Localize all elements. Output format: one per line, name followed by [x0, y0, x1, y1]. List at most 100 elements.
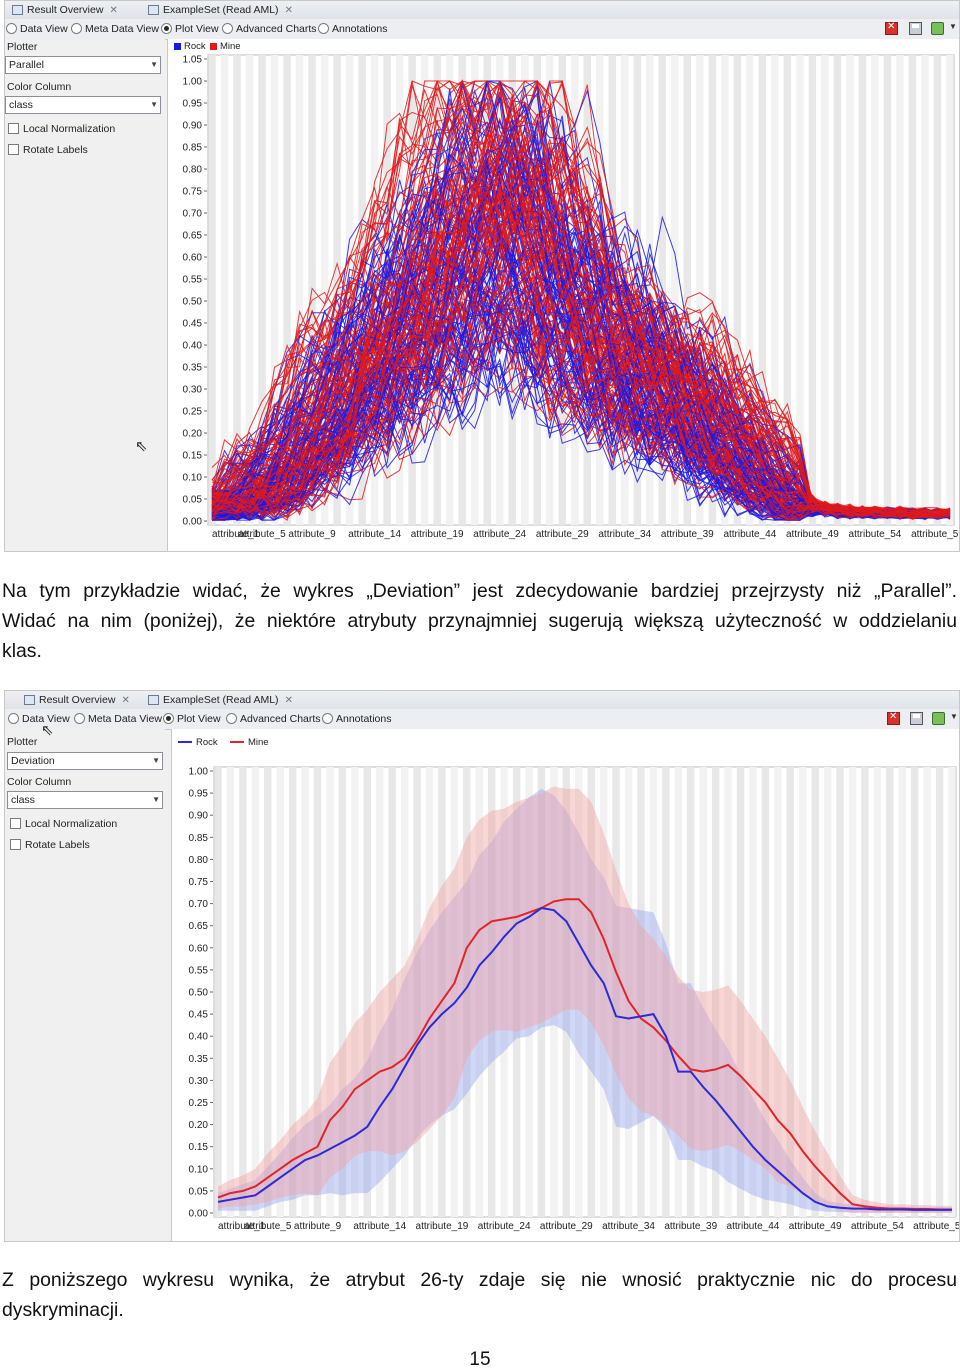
y-tick-label: 0.95 — [183, 99, 203, 110]
plot-view-radio[interactable]: Plot View — [160, 21, 219, 37]
grid-band — [786, 767, 795, 1217]
paragraph-1: Na tym przykładzie widać, że wykres „Dev… — [2, 576, 957, 666]
exampleset-icon — [148, 695, 159, 705]
chevron-down-icon: ▼ — [152, 756, 160, 765]
radio-icon — [222, 23, 233, 34]
y-tick-label: 1.00 — [189, 767, 209, 778]
radio-icon — [74, 713, 85, 724]
local-normalization-checkbox[interactable]: Local Normalization — [7, 122, 115, 136]
y-tick-label: 0.45 — [189, 1010, 209, 1021]
grid-band — [351, 767, 359, 1217]
color-column-select[interactable]: class ▼ — [7, 791, 163, 809]
y-tick-label: 0.35 — [183, 363, 203, 374]
grid-band — [450, 767, 459, 1217]
dropdown-arrow-icon[interactable]: ▼ — [949, 22, 957, 31]
close-tab-icon[interactable]: ✕ — [121, 695, 130, 706]
y-tick-label: 0.80 — [183, 165, 203, 176]
x-tick-label: attribute_44 — [727, 1221, 780, 1232]
grid-band — [696, 55, 704, 525]
grid-band — [251, 767, 260, 1217]
grid-band — [425, 767, 434, 1217]
grid-band — [575, 767, 583, 1217]
grid-band — [908, 55, 917, 525]
mine-sample-line — [211, 165, 951, 517]
dropdown-arrow-icon[interactable]: ▼ — [950, 712, 958, 721]
y-tick-label: 0.40 — [189, 1032, 209, 1043]
grid-band — [935, 767, 944, 1217]
grid-band — [946, 55, 954, 525]
chevron-down-icon: ▼ — [150, 60, 158, 69]
page-number: 15 — [469, 1349, 491, 1370]
grid-band — [699, 767, 707, 1217]
data-view-radio[interactable]: Data View — [5, 21, 68, 37]
grid-band — [808, 55, 817, 525]
grid-band — [276, 767, 284, 1217]
tab-result-overview[interactable]: Result Overview ✕ — [21, 692, 130, 708]
print-icon[interactable] — [931, 22, 944, 35]
y-tick-label: 0.45 — [183, 319, 203, 330]
grid-band — [326, 767, 334, 1217]
legend-label: Rock — [196, 737, 218, 748]
x-tick-label: attribute_29 — [536, 529, 589, 540]
grid-band — [923, 767, 931, 1217]
plotter-label: Plotter — [7, 41, 38, 53]
radio-icon — [8, 713, 19, 724]
radio-icon — [71, 23, 82, 34]
rotate-labels-checkbox[interactable]: Rotate Labels — [9, 838, 90, 852]
grid-band — [270, 55, 279, 525]
grid-band — [848, 767, 857, 1217]
grid-band — [388, 767, 396, 1217]
y-tick-label: 0.55 — [183, 275, 203, 286]
color-column-select[interactable]: class ▼ — [5, 96, 161, 114]
mouse-cursor-icon: ⇖ — [135, 438, 148, 455]
paragraph-2: Z poniższego wykresu wynika, że atrybut … — [2, 1265, 957, 1325]
y-tick-label: 0.10 — [189, 1164, 209, 1175]
plot-view-radio[interactable]: Plot View — [162, 711, 221, 727]
annotations-radio[interactable]: Annotations — [321, 711, 391, 727]
legend-label: Mine — [220, 41, 241, 52]
data-view-radio[interactable]: Data View — [7, 711, 70, 727]
print-icon[interactable] — [932, 712, 945, 725]
grid-band — [301, 767, 309, 1217]
grid-band — [761, 767, 770, 1217]
y-tick-label: 0.65 — [189, 921, 209, 932]
mine-sample-line — [211, 107, 951, 519]
close-tab-icon[interactable]: ✕ — [109, 5, 118, 16]
x-tick-label: attribute_24 — [478, 1221, 531, 1232]
save-icon[interactable] — [910, 712, 923, 725]
x-tick-label: attribute_1 — [218, 1221, 266, 1232]
annotations-radio[interactable]: Annotations — [317, 21, 387, 37]
close-tab-icon[interactable]: ✕ — [284, 5, 293, 16]
grid-band — [413, 767, 421, 1217]
rotate-labels-checkbox[interactable]: Rotate Labels — [7, 143, 88, 157]
x-tick-label: attribute_59 — [913, 1221, 960, 1232]
tab-exampleset[interactable]: ExampleSet (Read AML) ✕ — [145, 2, 293, 18]
grid-band — [612, 767, 620, 1217]
plotter-select[interactable]: Deviation ▼ — [7, 752, 163, 770]
save-icon[interactable] — [909, 22, 922, 35]
grid-band — [948, 767, 956, 1217]
grid-band — [671, 55, 679, 525]
grid-band — [771, 55, 779, 525]
tab-result-overview[interactable]: Result Overview ✕ — [9, 2, 118, 18]
close-icon[interactable] — [887, 711, 900, 725]
grid-band — [811, 767, 819, 1217]
close-tab-icon[interactable]: ✕ — [284, 695, 293, 706]
legend-label: Rock — [184, 41, 206, 52]
grid-band — [226, 767, 235, 1217]
advanced-charts-radio[interactable]: Advanced Charts — [225, 711, 321, 727]
grid-band — [646, 55, 654, 525]
y-tick-label: 1.00 — [183, 77, 203, 88]
grid-band — [637, 767, 645, 1217]
local-normalization-checkbox[interactable]: Local Normalization — [9, 817, 117, 831]
mine-sample-line — [211, 79, 951, 518]
x-tick-label: attribute_14 — [348, 529, 401, 540]
meta-data-view-radio[interactable]: Meta Data View — [70, 21, 159, 37]
tab-exampleset[interactable]: ExampleSet (Read AML) ✕ — [145, 692, 293, 708]
grid-band — [711, 767, 720, 1217]
plotter-select[interactable]: Parallel ▼ — [5, 56, 161, 74]
advanced-charts-radio[interactable]: Advanced Charts — [221, 21, 317, 37]
y-tick-label: 0.50 — [189, 988, 209, 999]
close-icon[interactable] — [885, 21, 898, 35]
meta-data-view-radio[interactable]: Meta Data View — [73, 711, 162, 727]
